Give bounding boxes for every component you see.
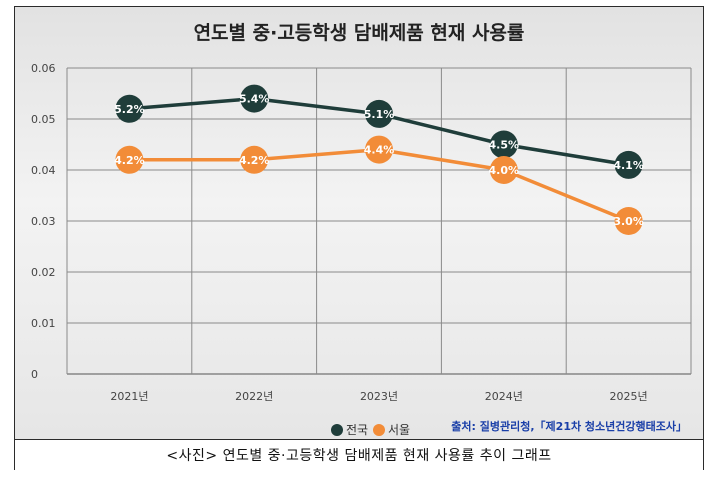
- data-point: [365, 99, 393, 128]
- y-tick-label: 0.04: [31, 164, 56, 177]
- data-point: [614, 207, 643, 235]
- x-tick-label: 2025년: [610, 390, 648, 403]
- y-tick-label: 0.05: [31, 113, 56, 126]
- x-tick-label: 2021년: [110, 390, 148, 403]
- legend-label: 서울: [388, 423, 410, 437]
- data-point: [489, 130, 518, 159]
- data-label: 4.2%: [239, 154, 270, 167]
- series-layer: 5.2% 5.4% 5.1% 4.5% 4.1% 4.2% 4.2% 4.4% 4.0% 3.0%: [114, 84, 644, 235]
- x-axis-ticks: 2021년 2022년 2023년 2024년 2025년: [110, 390, 647, 403]
- data-label: 4.2%: [114, 154, 145, 167]
- y-tick-label: 0.02: [31, 266, 56, 279]
- x-tick-label: 2023년: [360, 390, 398, 403]
- data-point: [489, 156, 518, 184]
- x-tick-label: 2022년: [235, 390, 273, 403]
- data-point: [614, 150, 643, 179]
- y-axis-ticks: 0 0.01 0.02 0.03 0.04 0.05 0.06: [31, 62, 56, 381]
- data-label: 5.1%: [364, 108, 395, 121]
- y-tick-label: 0.01: [31, 317, 56, 330]
- data-point: [115, 94, 144, 123]
- figure-frame: 연도별 중·고등학생 담배제품 현재 사용률 0 0.01 0.02 0.03 0.04…: [14, 6, 704, 470]
- legend-marker: [373, 424, 385, 436]
- line-chart: 연도별 중·고등학생 담배제품 현재 사용률 0 0.01 0.02 0.03 0.04…: [31, 22, 692, 437]
- chart-title: 연도별 중·고등학생 담배제품 현재 사용률: [194, 22, 525, 44]
- data-label: 5.2%: [114, 103, 145, 116]
- data-point: [365, 135, 393, 164]
- data-label: 5.4%: [239, 93, 270, 106]
- data-point: [240, 84, 269, 113]
- data-label: 4.1%: [613, 159, 644, 172]
- legend-marker: [331, 424, 343, 436]
- y-tick-label: 0.03: [31, 215, 56, 228]
- data-point: [240, 145, 269, 174]
- source-note: 출처: 질병관리청,「제21차 청소년건강행태조사」: [451, 419, 687, 433]
- legend-label: 전국: [346, 423, 368, 437]
- data-label: 4.5%: [489, 139, 520, 152]
- data-label: 4.0%: [489, 164, 520, 177]
- y-tick-label: 0.06: [31, 62, 56, 75]
- data-label: 4.4%: [364, 144, 395, 157]
- legend: 전국 서울: [331, 423, 410, 437]
- chart-panel: 연도별 중·고등학생 담배제품 현재 사용률 0 0.01 0.02 0.03 0.04…: [15, 7, 703, 439]
- data-label: 3.0%: [613, 215, 644, 228]
- caption-bar: <사진> 연도별 중·고등학생 담배제품 현재 사용률 추이 그래프: [15, 439, 703, 470]
- y-tick-label: 0: [31, 368, 38, 381]
- figure-caption: <사진> 연도별 중·고등학생 담배제품 현재 사용률 추이 그래프: [166, 448, 552, 464]
- x-tick-label: 2024년: [485, 390, 523, 403]
- data-point: [115, 145, 144, 174]
